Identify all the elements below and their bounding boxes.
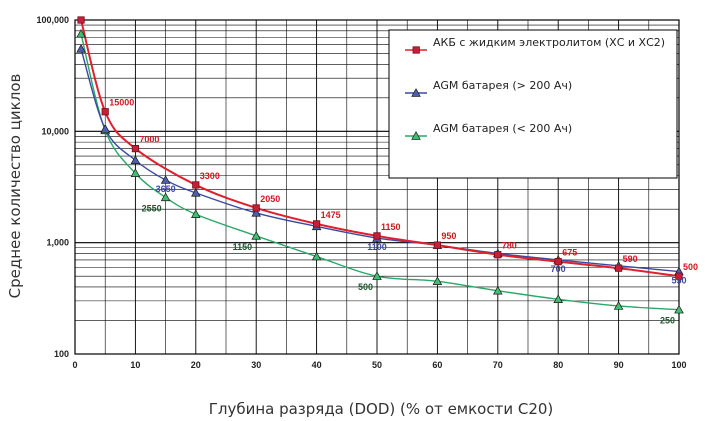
- data-point: [493, 285, 503, 295]
- x-tick-label: 10: [130, 360, 140, 370]
- x-tick-label: 100: [671, 360, 686, 370]
- legend-item: АКБ с жидким электролитом (ХС и ХС2): [405, 36, 665, 54]
- data-label: 15000: [109, 98, 134, 108]
- data-point: [553, 294, 563, 304]
- y-tick-label: 100,000: [36, 15, 69, 25]
- x-tick-label: 50: [372, 360, 382, 370]
- data-point: [160, 175, 171, 184]
- data-point: [432, 276, 443, 285]
- data-point: [615, 264, 623, 272]
- x-axis-ticks: 0 10 20 30 40 50 60 70 80 90 100: [72, 360, 686, 370]
- data-point: [76, 28, 86, 38]
- x-tick-label: 40: [312, 360, 322, 370]
- legend-swatch-marker: [411, 88, 421, 97]
- data-label: 1150: [381, 222, 401, 232]
- data-label: 3650: [156, 184, 176, 194]
- data-label: 950: [441, 231, 456, 241]
- data-point: [433, 241, 442, 249]
- data-point: [130, 155, 141, 164]
- data-point: [192, 181, 200, 189]
- data-point: [494, 251, 502, 259]
- data-point: [100, 124, 110, 133]
- legend-label: AGM батарея (> 200 Ач): [433, 79, 572, 92]
- x-tick-label: 0: [72, 360, 77, 370]
- x-tick-label: 90: [614, 360, 624, 370]
- data-label: 1100: [367, 242, 387, 252]
- data-point: [312, 220, 321, 228]
- y-tick-label: 1,000: [46, 238, 69, 248]
- data-point: [77, 16, 85, 24]
- data-label: 700: [551, 264, 566, 274]
- x-tick-label: 80: [553, 360, 563, 370]
- data-point: [554, 258, 562, 266]
- data-point: [373, 232, 381, 240]
- data-point: [311, 251, 322, 261]
- data-point: [251, 230, 261, 240]
- legend-swatch-marker: [411, 131, 421, 140]
- y-axis-ticks: 100 1,000 10,000 100,000: [36, 15, 69, 359]
- data-label: 590: [623, 254, 638, 264]
- x-tick-label: 70: [493, 360, 503, 370]
- data-point: [251, 208, 261, 217]
- data-label: 1150: [233, 242, 253, 252]
- data-label: 675: [562, 248, 577, 258]
- data-label: 500: [358, 282, 373, 292]
- data-point: [674, 304, 684, 314]
- data-point: [160, 192, 171, 202]
- data-point: [130, 168, 141, 177]
- y-tick-label: 10,000: [41, 126, 69, 136]
- data-point: [252, 204, 260, 212]
- data-label: 780: [502, 241, 517, 251]
- data-label: 2050: [260, 194, 280, 204]
- x-tick-label: 30: [251, 360, 261, 370]
- plot-border: [74, 19, 680, 355]
- data-point: [675, 272, 683, 280]
- legend-swatch-marker: [412, 46, 420, 54]
- legend-item: AGM батарея (> 200 Ач): [405, 79, 572, 97]
- data-point: [101, 108, 109, 116]
- series-markers: [76, 16, 684, 314]
- data-label: 1475: [321, 210, 341, 220]
- data-point: [131, 144, 139, 153]
- data-label: 7000: [139, 135, 159, 145]
- data-label: 250: [660, 316, 675, 326]
- plot-frame: [74, 19, 680, 355]
- data-label: 550: [671, 276, 686, 286]
- legend: АКБ с жидким электролитом (ХС и ХС2) AGM …: [388, 29, 678, 179]
- legend-label: AGM батарея (< 200 Ач): [433, 122, 572, 135]
- x-tick-label: 60: [432, 360, 442, 370]
- legend-item: AGM батарея (< 200 Ач): [405, 122, 572, 140]
- data-label: 500: [683, 262, 698, 272]
- y-axis-title: Среднее количество циклов: [6, 74, 24, 299]
- data-point: [76, 43, 86, 53]
- data-point: [613, 301, 624, 310]
- data-label: 3300: [200, 171, 220, 181]
- data-point: [191, 187, 201, 197]
- y-tick-label: 100: [54, 349, 69, 359]
- legend-box: [388, 29, 678, 179]
- data-point: [372, 271, 382, 280]
- x-axis-title: Глубина разряда (DOD) (% от емкости С20): [209, 400, 554, 418]
- data-point: [191, 209, 201, 218]
- legend-label: АКБ с жидким электролитом (ХС и ХС2): [433, 36, 665, 49]
- data-label: 2550: [142, 203, 162, 213]
- data-labels: 2550 1150 500 250 3650 1100 700 550 15000 7000 330…: [109, 98, 698, 326]
- x-tick-label: 20: [191, 360, 201, 370]
